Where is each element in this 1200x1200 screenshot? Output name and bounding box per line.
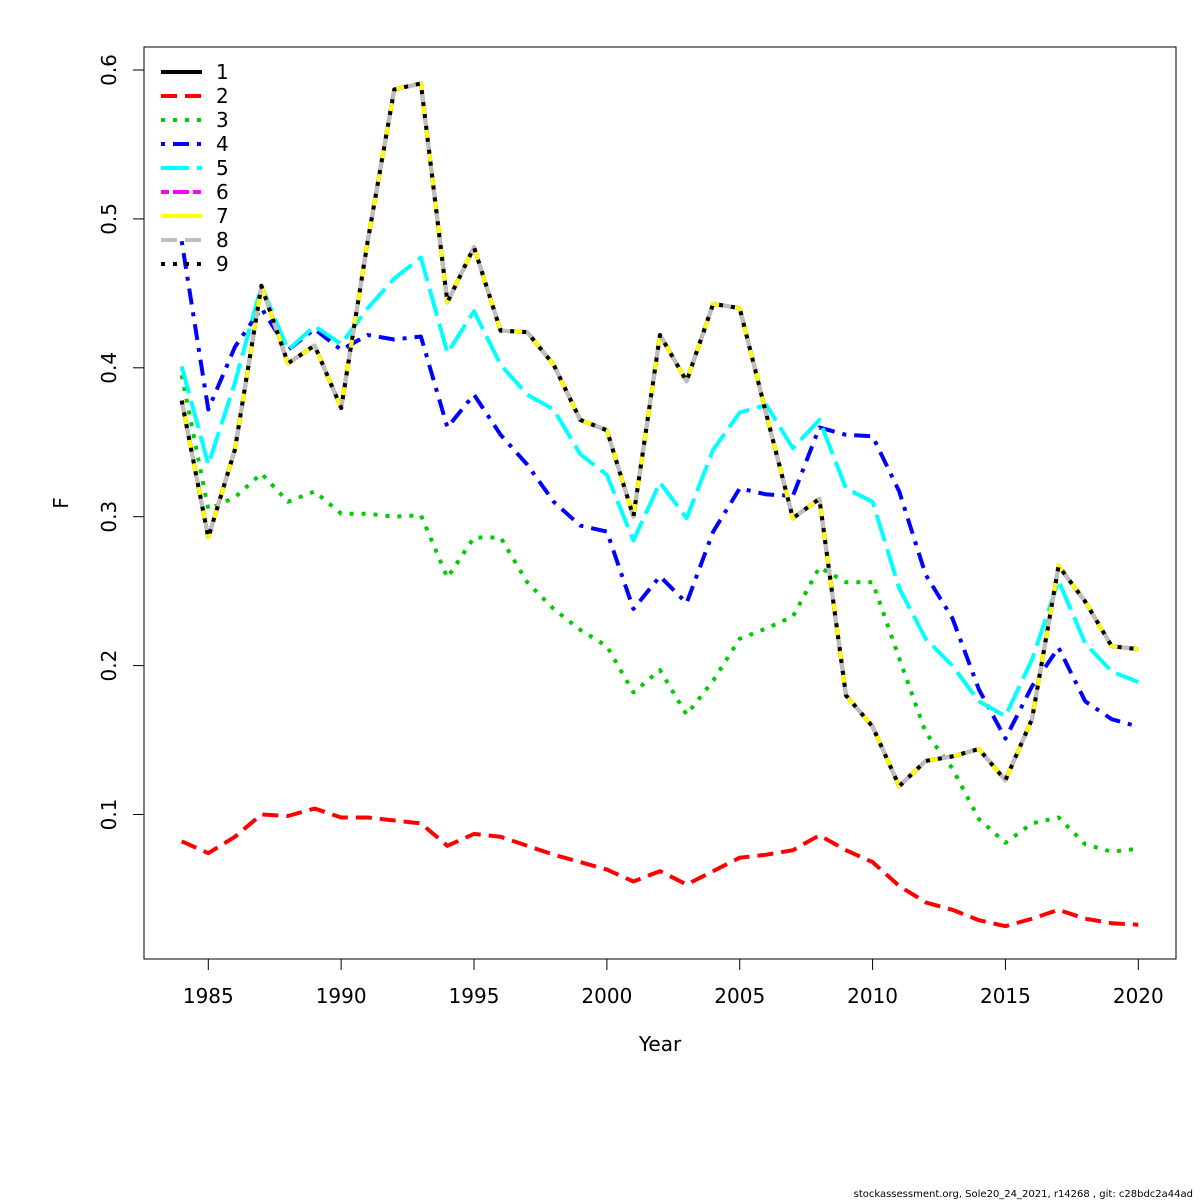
x-tick-label: 1990	[316, 984, 367, 1008]
legend-label-5: 5	[216, 156, 229, 180]
legend-label-2: 2	[216, 84, 229, 108]
series-layer	[179, 81, 1140, 929]
y-tick-label: 0.5	[97, 203, 121, 235]
x-tick-label: 2000	[581, 984, 632, 1008]
x-tick-label: 2020	[1113, 984, 1164, 1008]
series-line-7	[179, 81, 1139, 789]
series-line-9	[179, 81, 1139, 789]
legend-label-7: 7	[216, 204, 229, 228]
series-line-8	[179, 81, 1139, 789]
x-tick-label: 2005	[714, 984, 765, 1008]
x-tick-label: 1985	[183, 984, 234, 1008]
legend-label-3: 3	[216, 108, 229, 132]
x-tick-label: 2015	[980, 984, 1031, 1008]
footer-text: stockassessment.org, Sole20_24_2021, r14…	[854, 1189, 1193, 1200]
x-tick-label: 2010	[847, 984, 898, 1008]
y-tick-label: 0.6	[97, 54, 121, 86]
x-axis-label: Year	[638, 1032, 682, 1056]
x-axis: 1985 1990 1995 2000 2005 2010 2015 2020	[183, 958, 1164, 1008]
series-line-3	[179, 374, 1139, 854]
series-line-4	[179, 240, 1139, 741]
y-axis-label: F	[49, 497, 73, 509]
legend-label-9: 9	[216, 252, 229, 276]
series-line-2	[180, 806, 1139, 929]
y-axis: 0.1 0.2 0.3 0.4 0.5 0.6	[97, 54, 145, 831]
series-line-5	[179, 255, 1140, 719]
y-tick-label: 0.1	[97, 799, 121, 831]
legend-label-8: 8	[216, 228, 229, 252]
series-line-1	[179, 81, 1139, 789]
legend-label-1: 1	[216, 60, 229, 84]
y-tick-label: 0.2	[97, 650, 121, 682]
y-tick-label: 0.4	[97, 352, 121, 384]
plot-frame	[143, 46, 1177, 960]
x-tick-label: 1995	[449, 984, 500, 1008]
legend-label-4: 4	[216, 132, 229, 156]
series-line-6	[179, 81, 1139, 789]
y-tick-label: 0.3	[97, 501, 121, 533]
legend-label-6: 6	[216, 180, 229, 204]
